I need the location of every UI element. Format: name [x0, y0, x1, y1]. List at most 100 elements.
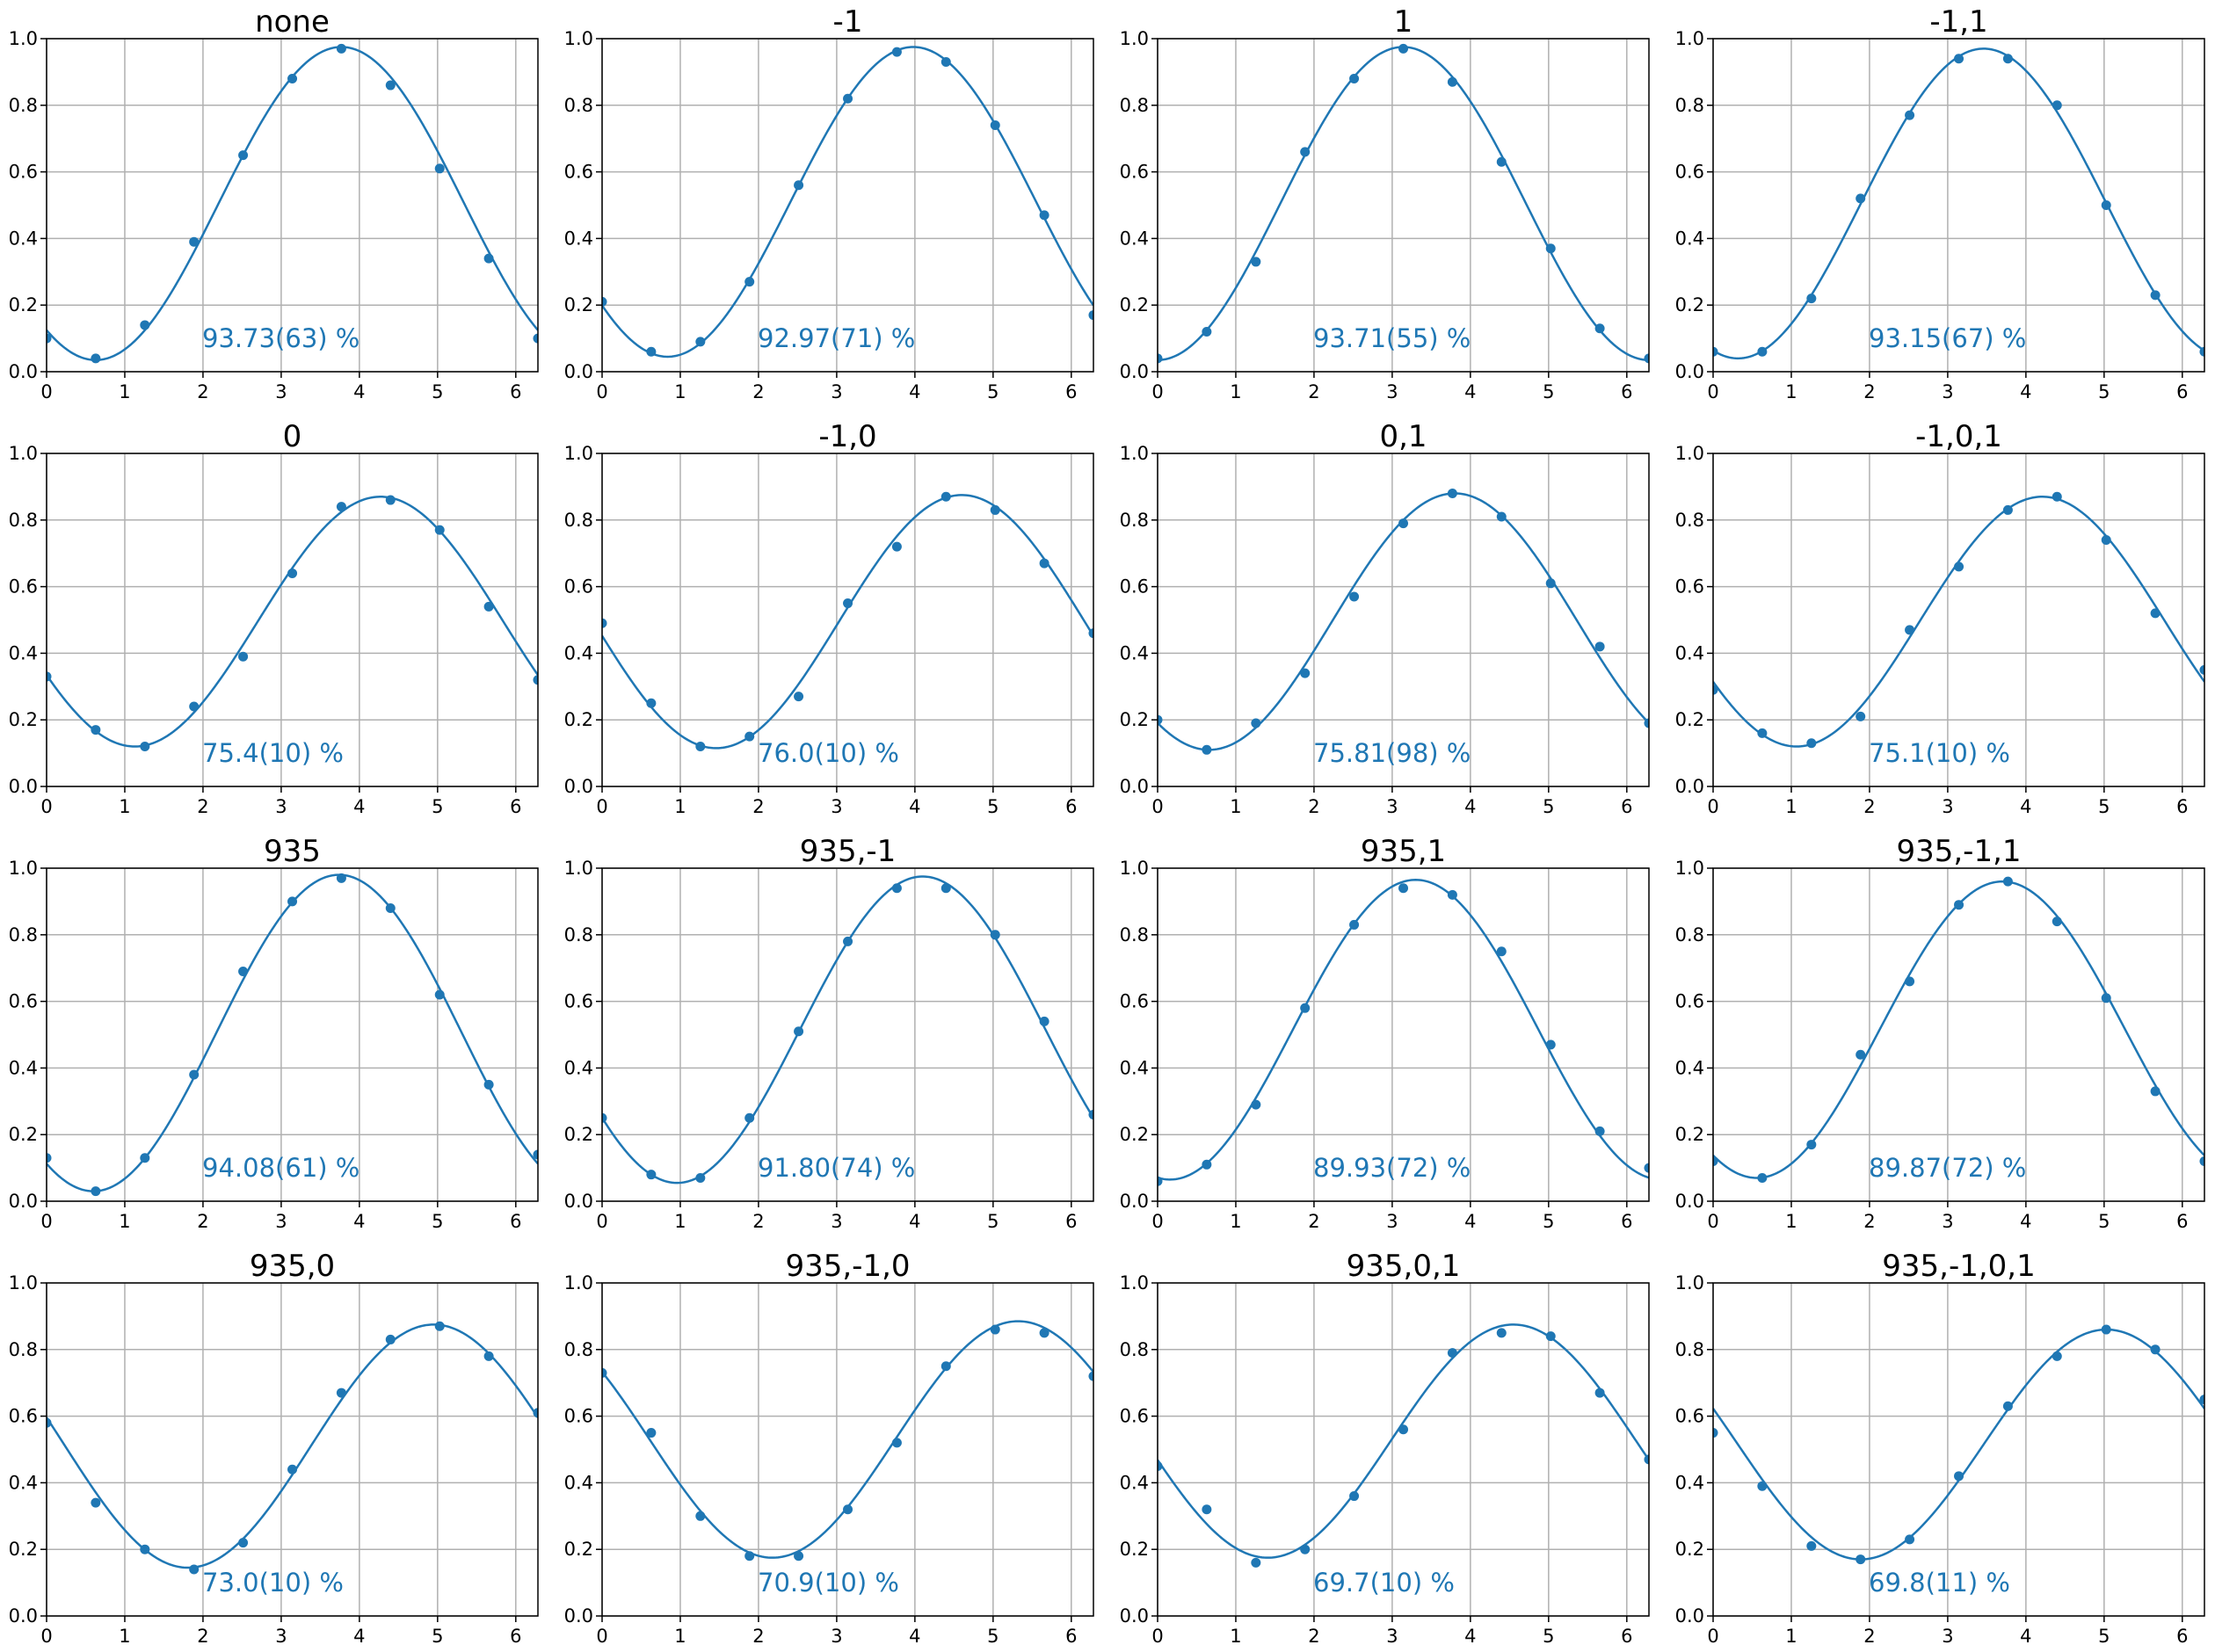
x-tick-label: 3: [275, 381, 287, 402]
y-tick-label: 0.2: [1120, 1539, 1149, 1560]
data-point: [238, 150, 249, 161]
x-tick-label: 0: [1151, 1626, 1163, 1647]
data-point: [336, 43, 346, 54]
y-tick-label: 1.0: [1120, 443, 1149, 464]
y-tick-label: 0.0: [1120, 1605, 1149, 1627]
data-point: [1202, 1504, 1212, 1515]
data-point: [891, 541, 902, 552]
data-point: [533, 1149, 538, 1160]
y-tick-label: 0.8: [564, 1339, 593, 1360]
y-tick-label: 0.4: [564, 1057, 593, 1078]
data-point: [843, 93, 853, 104]
y-tick-label: 0.0: [1675, 1191, 1704, 1212]
x-tick-label: 1: [1785, 381, 1797, 402]
x-tick-label: 0: [40, 796, 52, 817]
y-tick-label: 0.0: [1120, 776, 1149, 797]
x-tick-label: 1: [1785, 796, 1797, 817]
fidelity-annotation: 89.87(72) %: [1869, 1153, 2026, 1183]
x-tick-label: 1: [119, 796, 130, 817]
data-point: [1644, 1454, 1649, 1465]
data-point: [1806, 293, 1817, 304]
data-point: [483, 1351, 494, 1361]
y-tick-label: 0.8: [1675, 924, 1704, 946]
fit-curve: [602, 1320, 1093, 1559]
data-point: [891, 1438, 902, 1448]
data-point: [189, 1069, 200, 1080]
data-point: [1447, 488, 1457, 498]
subplot-5: 0 1 2 3 4 5 6 0.0 0.2 0.4 0.6 0.8 1.0 0 75.4(10) %: [9, 419, 539, 817]
data-point: [385, 80, 396, 91]
data-point: [1644, 718, 1649, 728]
data-point: [1039, 1328, 1049, 1338]
x-tick-label: 2: [752, 381, 764, 402]
x-tick-label: 0: [40, 1211, 52, 1232]
subplot-title: 935,-1,0: [785, 1249, 910, 1284]
x-tick-label: 4: [353, 1211, 365, 1232]
x-tick-label: 6: [510, 1211, 521, 1232]
data-point: [1496, 156, 1507, 167]
fidelity-annotation: 76.0(10) %: [758, 738, 899, 768]
y-tick-label: 0.0: [9, 1191, 38, 1212]
data-point: [434, 163, 445, 174]
data-point: [940, 1361, 951, 1372]
y-tick-label: 0.4: [9, 1472, 38, 1493]
y-tick-label: 0.8: [564, 924, 593, 946]
x-tick-label: 1: [119, 1211, 130, 1232]
x-tick-label: 2: [752, 1211, 764, 1232]
y-tick-label: 0.2: [1675, 709, 1704, 730]
data-point: [1039, 558, 1049, 569]
fidelity-annotation: 70.9(10) %: [758, 1568, 899, 1598]
x-tick-label: 6: [1065, 1211, 1077, 1232]
data-point: [1202, 327, 1212, 337]
x-tick-label: 3: [1386, 381, 1398, 402]
subplot-10: 0 1 2 3 4 5 6 0.0 0.2 0.4 0.6 0.8 1.0 935,-1 91.80(74)…: [564, 834, 1094, 1232]
y-tick-label: 1.0: [1120, 1272, 1149, 1293]
x-tick-label: 5: [432, 381, 443, 402]
x-tick-label: 2: [1863, 1626, 1875, 1647]
data-point: [238, 651, 249, 662]
data-point: [483, 253, 494, 264]
x-tick-label: 6: [1621, 1626, 1632, 1647]
data-point: [1158, 714, 1163, 725]
data-point: [47, 671, 52, 682]
axes-frame: [1712, 38, 2205, 373]
x-tick-label: 3: [1386, 796, 1398, 817]
data-point: [434, 525, 445, 535]
data-point: [1713, 1156, 1718, 1167]
y-tick-label: 0.8: [1120, 95, 1149, 116]
fidelity-annotation: 75.4(10) %: [202, 738, 344, 768]
subplot-title: 935,-1: [800, 834, 897, 869]
y-tick-label: 0.6: [1120, 991, 1149, 1012]
fidelity-annotation: 93.73(63) %: [202, 323, 359, 353]
y-tick-label: 0.4: [1675, 642, 1704, 663]
data-point: [336, 873, 346, 883]
fit-curve: [47, 1323, 538, 1569]
y-tick-label: 0.8: [1675, 1339, 1704, 1360]
data-point: [794, 180, 804, 191]
y-tick-label: 0.2: [564, 1124, 593, 1145]
x-tick-label: 0: [1707, 796, 1718, 817]
data-point: [990, 120, 1000, 131]
data-point: [2150, 1344, 2161, 1355]
axes-frame: [46, 453, 539, 787]
y-tick-label: 0.2: [1675, 294, 1704, 315]
y-tick-label: 0.0: [564, 1605, 593, 1627]
x-tick-label: 0: [1151, 381, 1163, 402]
data-point: [940, 491, 951, 502]
y-tick-label: 1.0: [9, 443, 38, 464]
x-tick-label: 1: [119, 381, 130, 402]
x-tick-label: 6: [1621, 796, 1632, 817]
data-point: [2150, 1086, 2161, 1097]
data-point: [1757, 1172, 1768, 1183]
data-point: [1545, 1040, 1556, 1050]
data-point: [990, 930, 1000, 940]
data-point: [287, 73, 298, 83]
data-point: [602, 618, 607, 628]
data-point: [533, 675, 538, 685]
x-tick-label: 3: [1942, 381, 1953, 402]
x-tick-label: 4: [2020, 1211, 2031, 1232]
y-tick-label: 1.0: [9, 28, 38, 49]
data-point: [990, 504, 1000, 515]
subplot-15: 0 1 2 3 4 5 6 0.0 0.2 0.4 0.6 0.8 1.0 935,0,1 69.7(10)…: [1120, 1249, 1650, 1647]
y-tick-label: 0.4: [1675, 1057, 1704, 1078]
